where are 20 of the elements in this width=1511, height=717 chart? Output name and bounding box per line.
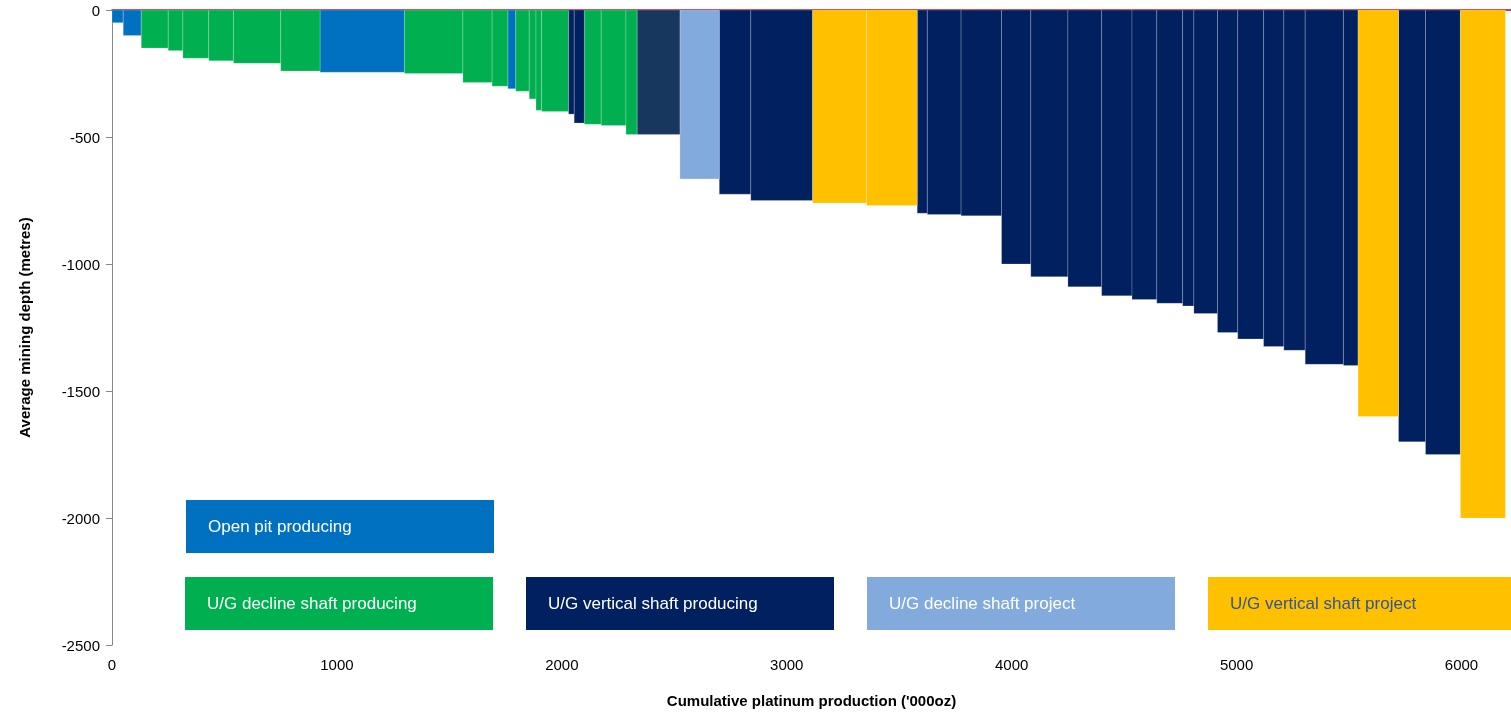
x-tick-label: 6000 (1444, 656, 1479, 673)
x-tick-label: 5000 (1219, 656, 1254, 673)
x-tick-label: 0 (107, 656, 117, 673)
text: U/G vertical shaft producing (548, 593, 758, 613)
x-tick-label: 1000 (320, 656, 354, 673)
y-tick-label: -500 (69, 128, 100, 146)
y-axis-title: Average mining depth (metres) (16, 217, 33, 438)
text: U/G decline shaft project (889, 593, 1076, 613)
y-tick-label: -2000 (61, 509, 100, 527)
text: Open pit producing (208, 516, 352, 536)
text: U/G vertical shaft project (1230, 593, 1417, 613)
x-axis-title: Cumulative platinum production ('000oz) (666, 692, 957, 709)
y-tick-label: 0 (91, 1, 100, 19)
x-tick-label: 4000 (994, 656, 1029, 673)
x-tick-label: 2000 (545, 656, 579, 673)
x-tick-label: 3000 (770, 656, 804, 673)
text: U/G decline shaft producing (207, 593, 417, 613)
y-tick-label: -1000 (61, 255, 100, 273)
y-tick-label: -1500 (61, 382, 100, 400)
y-tick-label: -2500 (61, 636, 100, 654)
